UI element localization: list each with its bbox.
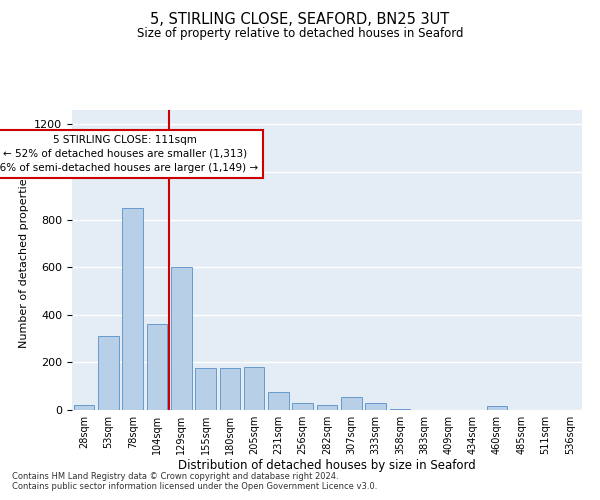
Bar [317, 405, 337, 410]
Text: 5 STIRLING CLOSE: 111sqm
← 52% of detached houses are smaller (1,313)
46% of sem: 5 STIRLING CLOSE: 111sqm ← 52% of detach… [0, 135, 258, 173]
Bar [292, 403, 313, 410]
Bar [195, 368, 216, 410]
Bar [98, 336, 119, 410]
Bar [365, 403, 386, 410]
Bar [341, 397, 362, 410]
Bar [122, 208, 143, 410]
Y-axis label: Number of detached properties: Number of detached properties [19, 172, 29, 348]
Text: 5, STIRLING CLOSE, SEAFORD, BN25 3UT: 5, STIRLING CLOSE, SEAFORD, BN25 3UT [151, 12, 449, 28]
Bar [487, 406, 508, 410]
Bar [244, 367, 265, 410]
Bar [74, 405, 94, 410]
Text: Contains public sector information licensed under the Open Government Licence v3: Contains public sector information licen… [12, 482, 377, 491]
Text: Distribution of detached houses by size in Seaford: Distribution of detached houses by size … [178, 458, 476, 471]
Bar [146, 324, 167, 410]
Bar [220, 368, 240, 410]
Bar [171, 267, 191, 410]
Bar [268, 392, 289, 410]
Text: Contains HM Land Registry data © Crown copyright and database right 2024.: Contains HM Land Registry data © Crown c… [12, 472, 338, 481]
Bar [389, 409, 410, 410]
Text: Size of property relative to detached houses in Seaford: Size of property relative to detached ho… [137, 28, 463, 40]
